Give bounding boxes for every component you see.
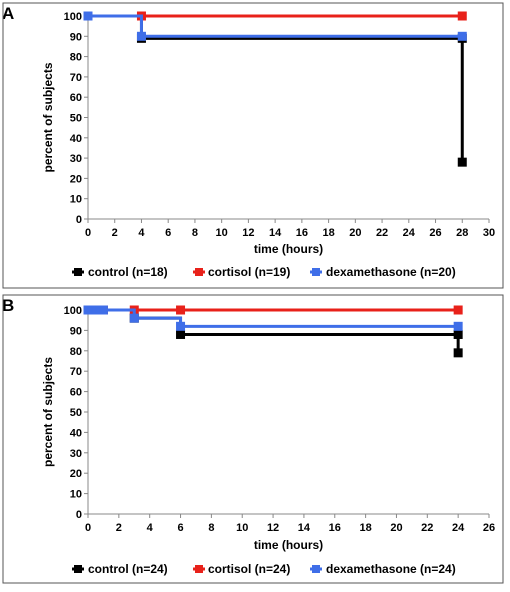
data-point xyxy=(453,321,463,331)
x-tick-label: 10 xyxy=(236,522,248,534)
legend-marker xyxy=(195,565,203,573)
legend-label: control (n=18) xyxy=(88,265,168,279)
data-point xyxy=(136,31,146,41)
x-tick-label: 4 xyxy=(147,522,154,534)
legend-marker xyxy=(195,268,203,276)
y-tick-label: 60 xyxy=(70,92,82,104)
data-point xyxy=(457,157,467,167)
legend-marker xyxy=(74,565,82,573)
y-tick-label: 30 xyxy=(70,448,82,460)
x-tick-label: 10 xyxy=(216,227,228,239)
y-tick-label: 90 xyxy=(70,325,82,337)
legend-marker xyxy=(74,268,82,276)
x-tick-label: 14 xyxy=(298,522,311,534)
x-tick-label: 0 xyxy=(85,522,91,534)
y-tick-label: 20 xyxy=(70,468,82,480)
x-tick-label: 4 xyxy=(138,227,145,239)
data-point xyxy=(98,305,108,315)
x-tick-label: 20 xyxy=(349,227,361,239)
legend-label: control (n=24) xyxy=(88,562,168,576)
x-tick-label: 14 xyxy=(269,227,282,239)
x-tick-label: 6 xyxy=(177,522,183,534)
series-line xyxy=(88,14,463,38)
data-point xyxy=(83,11,93,21)
data-point xyxy=(176,329,186,339)
legend-label: cortisol (n=24) xyxy=(208,562,290,576)
data-point xyxy=(129,313,139,323)
panel-frame xyxy=(2,2,504,289)
y-tick-label: 70 xyxy=(70,72,82,84)
x-tick-label: 2 xyxy=(112,227,118,239)
y-tick-label: 100 xyxy=(64,305,82,317)
x-tick-label: 24 xyxy=(403,227,416,239)
legend-marker xyxy=(312,268,320,276)
x-tick-label: 12 xyxy=(267,522,279,534)
panel-a-label: A xyxy=(2,4,15,23)
y-tick-label: 0 xyxy=(76,214,82,226)
series-line xyxy=(88,308,459,328)
x-tick-label: 0 xyxy=(85,227,91,239)
y-tick-label: 0 xyxy=(76,509,82,521)
y-tick-label: 40 xyxy=(70,427,82,439)
panel-frame xyxy=(2,294,504,584)
y-tick-label: 70 xyxy=(70,366,82,378)
y-tick-label: 20 xyxy=(70,173,82,185)
x-axis-label: time (hours) xyxy=(254,538,323,552)
data-point xyxy=(453,305,463,315)
x-tick-label: 12 xyxy=(242,227,254,239)
data-point xyxy=(453,348,463,358)
data-point xyxy=(457,31,467,41)
data-point xyxy=(453,329,463,339)
data-point xyxy=(176,305,186,315)
legend-label: dexamethasone (n=24) xyxy=(326,562,456,576)
y-axis-label: percent of subjects xyxy=(41,357,55,467)
x-tick-label: 22 xyxy=(376,227,388,239)
x-axis-label: time (hours) xyxy=(254,242,323,256)
y-tick-label: 80 xyxy=(70,346,82,358)
x-tick-label: 8 xyxy=(192,227,198,239)
x-tick-label: 22 xyxy=(421,522,433,534)
x-tick-label: 24 xyxy=(452,522,465,534)
y-tick-label: 80 xyxy=(70,52,82,64)
y-axis-label: percent of subjects xyxy=(41,62,55,172)
x-tick-label: 30 xyxy=(483,227,495,239)
y-tick-label: 40 xyxy=(70,133,82,145)
y-tick-label: 30 xyxy=(70,153,82,165)
y-tick-label: 60 xyxy=(70,387,82,399)
y-tick-label: 10 xyxy=(70,489,82,501)
data-point xyxy=(176,321,186,331)
x-tick-label: 16 xyxy=(296,227,308,239)
y-tick-label: 90 xyxy=(70,31,82,43)
x-tick-label: 18 xyxy=(359,522,371,534)
x-tick-label: 26 xyxy=(483,522,495,534)
x-tick-label: 26 xyxy=(429,227,441,239)
x-tick-label: 20 xyxy=(390,522,402,534)
x-tick-label: 8 xyxy=(208,522,214,534)
y-tick-label: 50 xyxy=(70,407,82,419)
x-tick-label: 16 xyxy=(329,522,341,534)
y-tick-label: 100 xyxy=(64,11,82,23)
data-point xyxy=(457,11,467,21)
legend-label: cortisol (n=19) xyxy=(208,265,290,279)
y-tick-label: 10 xyxy=(70,194,82,206)
series-line xyxy=(88,308,460,353)
x-tick-label: 18 xyxy=(322,227,334,239)
x-tick-label: 6 xyxy=(165,227,171,239)
legend-label: dexamethasone (n=20) xyxy=(326,265,456,279)
panel-b-label: B xyxy=(2,296,15,315)
legend-marker xyxy=(312,565,320,573)
y-tick-label: 50 xyxy=(70,113,82,125)
x-tick-label: 2 xyxy=(116,522,122,534)
x-tick-label: 28 xyxy=(456,227,468,239)
